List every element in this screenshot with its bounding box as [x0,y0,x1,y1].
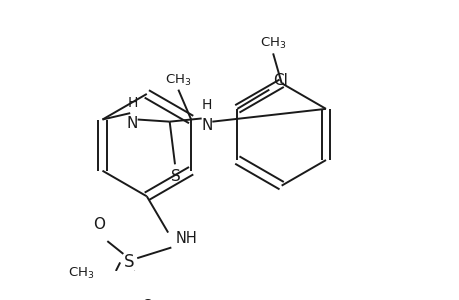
Text: O: O [140,299,152,300]
Text: N: N [201,118,212,134]
Text: CH$_3$: CH$_3$ [165,72,191,88]
Text: H: H [202,98,212,112]
Text: H: H [127,96,137,110]
Text: Cl: Cl [273,73,288,88]
Text: CH$_3$: CH$_3$ [68,266,95,281]
Text: N: N [126,116,138,131]
Text: CH$_3$: CH$_3$ [259,36,286,51]
Text: O: O [93,217,105,232]
Text: S: S [171,169,180,184]
Text: S: S [123,254,134,272]
Text: NH: NH [175,232,197,247]
